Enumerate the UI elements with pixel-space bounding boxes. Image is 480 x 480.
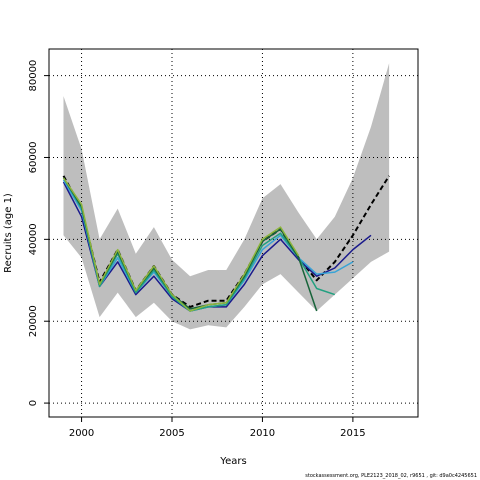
x-tick-label: 2015 (340, 428, 365, 439)
y-tick-label: 80000 (28, 60, 39, 92)
footer-credit: stockassessment.org, PLE2123_2018_02, r9… (305, 473, 477, 479)
series-line-1 (62, 175, 390, 308)
series-layer (62, 175, 390, 312)
x-tick-label: 2010 (250, 428, 275, 439)
x-axis: 2000 2005 2010 2015 (69, 417, 366, 439)
x-axis-title: Years (219, 456, 246, 467)
y-tick-label: 0 (28, 400, 39, 406)
series-line-6 (62, 177, 300, 312)
confidence-band (63, 63, 390, 330)
confidence-band-layer (63, 63, 390, 330)
grid-layer (49, 49, 418, 417)
x-tick-label: 2000 (69, 428, 94, 439)
y-tick-label: 40000 (28, 223, 39, 255)
series-line-4 (62, 177, 336, 312)
y-tick-label: 20000 (28, 305, 39, 337)
series-line-2 (62, 181, 372, 312)
x-tick-label: 2005 (159, 428, 184, 439)
plot-frame (48, 48, 419, 418)
y-tick-label: 60000 (28, 142, 39, 174)
y-axis-title: Recruits (age 1) (3, 193, 14, 273)
y-axis: 0 20000 40000 60000 80000 (28, 60, 49, 406)
